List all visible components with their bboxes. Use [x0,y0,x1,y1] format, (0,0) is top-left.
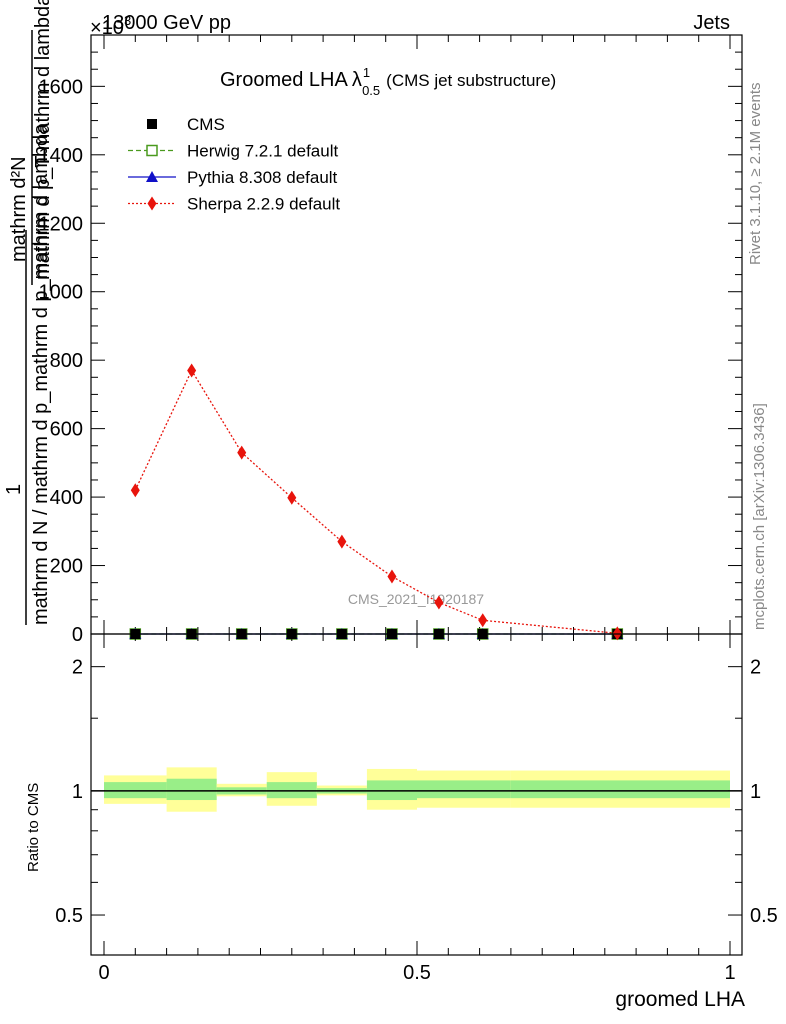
legend: CMS Herwig 7.2.1 default Pythia 8.308 defa… [128,115,340,214]
data-point-3 [287,490,297,505]
y-tick-label: 400 [50,487,83,509]
x-axis-label: groomed LHA [615,988,745,1011]
legend-marker-2 [146,171,158,182]
chart-title-sup: 1 [363,65,370,80]
exponent-base: ×10 [90,17,124,39]
y-axis-label-top-denominator: mathrm d p_T mathrm d lambda [32,0,54,280]
chart-title: Groomed LHA λ1 0.5 (CMS jet substructure) [220,65,556,98]
watermark: CMS_2021_I1920187 [348,591,484,607]
y-axis-label: mathrm d²N mathrm d p_T mathrm d lambda … [3,0,54,625]
x-tick-label: 0.5 [403,962,431,984]
ratio-y-axis-label: Ratio to CMS [25,783,42,872]
ratio-axis-ticks: 0 0.5 1 0.5 0.5 1 1 2 2 [55,634,778,984]
x-tick-label: 1 [724,962,735,984]
ratio-y-tick-label-right: 1 [750,781,761,803]
legend-marker-3 [147,196,157,211]
ratio-bands-group [104,767,730,812]
data-point-3 [434,595,444,610]
ratio-y-tick-label-right: 0.5 [750,905,778,927]
legend-label-1: Herwig 7.2.1 default [187,142,338,161]
y-axis-label-denominator: mathrm d N / mathrm d p_mathrm d p_mathr… [30,123,52,625]
series-line-3 [134,369,618,634]
ratio-y-tick-label: 0.5 [55,905,83,927]
y-axis-label-top-numerator: mathrm d²N [8,156,30,262]
x-tick-label: 0 [98,962,109,984]
legend-label-2: Pythia 8.308 default [187,168,338,187]
ratio-band-inner [166,778,217,801]
data-point-3 [337,534,347,549]
ratio-plot-area: 0 0.5 1 0.5 0.5 1 1 2 2 [55,633,778,984]
ratio-band-inner [417,780,511,799]
y-tick-label: 200 [50,556,83,578]
header-right: Jets [693,12,730,34]
y-tick-label: 0 [72,624,83,646]
legend-marker-0 [147,119,157,129]
main-plot-area: 0 200 400 600 800 1000 1200 1400 1600 CMS_2021_I… [39,34,743,646]
data-point-3 [612,626,622,641]
main-axis-ticks: 0 200 400 600 800 1000 1200 1400 1600 [39,34,742,646]
ratio-y-tick-label: 1 [72,781,83,803]
ratio-y-tick-label-right: 2 [750,657,761,679]
y-tick-label: 1200 [39,213,84,235]
y-tick-label: 600 [50,419,83,441]
legend-label-0: CMS [187,115,225,134]
chart-title-main: Groomed LHA [220,69,348,91]
y-tick-label: 1000 [39,282,84,304]
legend-marker-1 [146,144,158,157]
ratio-y-tick-label: 2 [72,657,83,679]
header-left: 13000 GeV pp [102,12,231,34]
ratio-band-inner [510,780,730,799]
chart-title-tail: (CMS jet substructure) [386,71,556,90]
data-point-3 [387,569,397,584]
mcplots-label: mcplots.cern.ch [arXiv:1306.3436] [751,403,768,630]
exponent-label: ×103 [90,13,131,39]
y-tick-label: 1600 [39,76,84,98]
data-point-3 [237,445,247,460]
exponent-power: 3 [124,13,131,28]
y-tick-label: 800 [50,350,83,372]
chart-title-lambda: λ [352,69,362,91]
data-point-3 [187,363,197,378]
legend-label-3: Sherpa 2.2.9 default [187,195,340,214]
y-tick-label: 1400 [39,145,84,167]
rivet-label: Rivet 3.1.10, ≥ 2.1M events [747,83,764,266]
data-point-3 [478,613,488,628]
data-point-3 [130,483,140,498]
y-axis-label-numerator: 1 [3,484,25,495]
chart-title-sub: 0.5 [362,83,380,98]
